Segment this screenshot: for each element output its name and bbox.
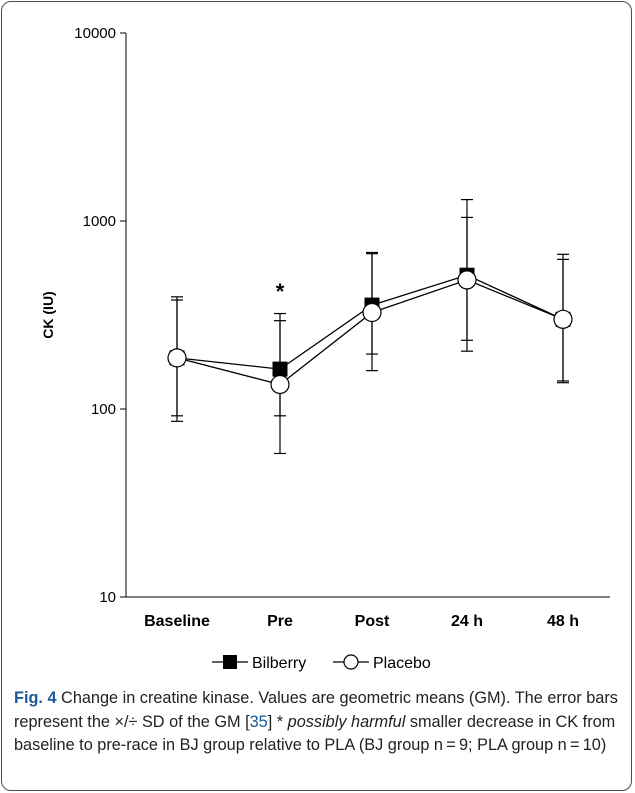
x-tick-label: Baseline xyxy=(144,613,210,630)
caption-text-1: Change in creatine kinase. Values are ge… xyxy=(14,689,618,731)
y-axis-title: CK (IU) xyxy=(40,291,56,338)
data-point-placebo xyxy=(362,302,382,323)
citation-link[interactable]: 35 xyxy=(249,712,268,731)
x-tick-label: Pre xyxy=(267,613,293,630)
series-line-bilberry xyxy=(176,274,564,370)
data-point-bilberry xyxy=(272,361,288,377)
x-tick-label: 48 h xyxy=(547,613,579,630)
figure-caption: Fig. 4 Change in creatine kinase. Values… xyxy=(14,687,620,758)
legend-marker-placebo xyxy=(343,654,359,670)
y-tick-label: 10 xyxy=(99,589,116,606)
series-line-placebo xyxy=(176,279,564,386)
significance-asterisk: * xyxy=(276,279,285,304)
y-tick-label: 1000 xyxy=(83,213,116,230)
data-point-placebo xyxy=(553,309,573,329)
legend-label-bilberry: Bilberry xyxy=(252,655,306,672)
x-tick-label: 24 h xyxy=(451,613,483,630)
y-tick-label: 100 xyxy=(91,401,116,418)
caption-text-3: smaller decrease in CK from baseline to … xyxy=(14,712,616,755)
caption-italic-text: possibly harmful xyxy=(287,712,406,731)
legend-label-placebo: Placebo xyxy=(373,655,431,672)
data-point-placebo xyxy=(167,348,187,368)
ck-line-chart: 10 100 1000 10000 Baseline Pre Post 24 h 48 h CK … xyxy=(40,25,610,672)
x-tick-label: Post xyxy=(355,613,390,630)
figure-label: Fig. 4 xyxy=(14,689,57,707)
y-tick-label: 10000 xyxy=(74,25,116,42)
data-point-placebo xyxy=(457,270,477,290)
legend-marker-bilberry xyxy=(223,655,237,669)
data-point-placebo xyxy=(270,374,290,395)
caption-text-2: ] * xyxy=(267,712,288,731)
